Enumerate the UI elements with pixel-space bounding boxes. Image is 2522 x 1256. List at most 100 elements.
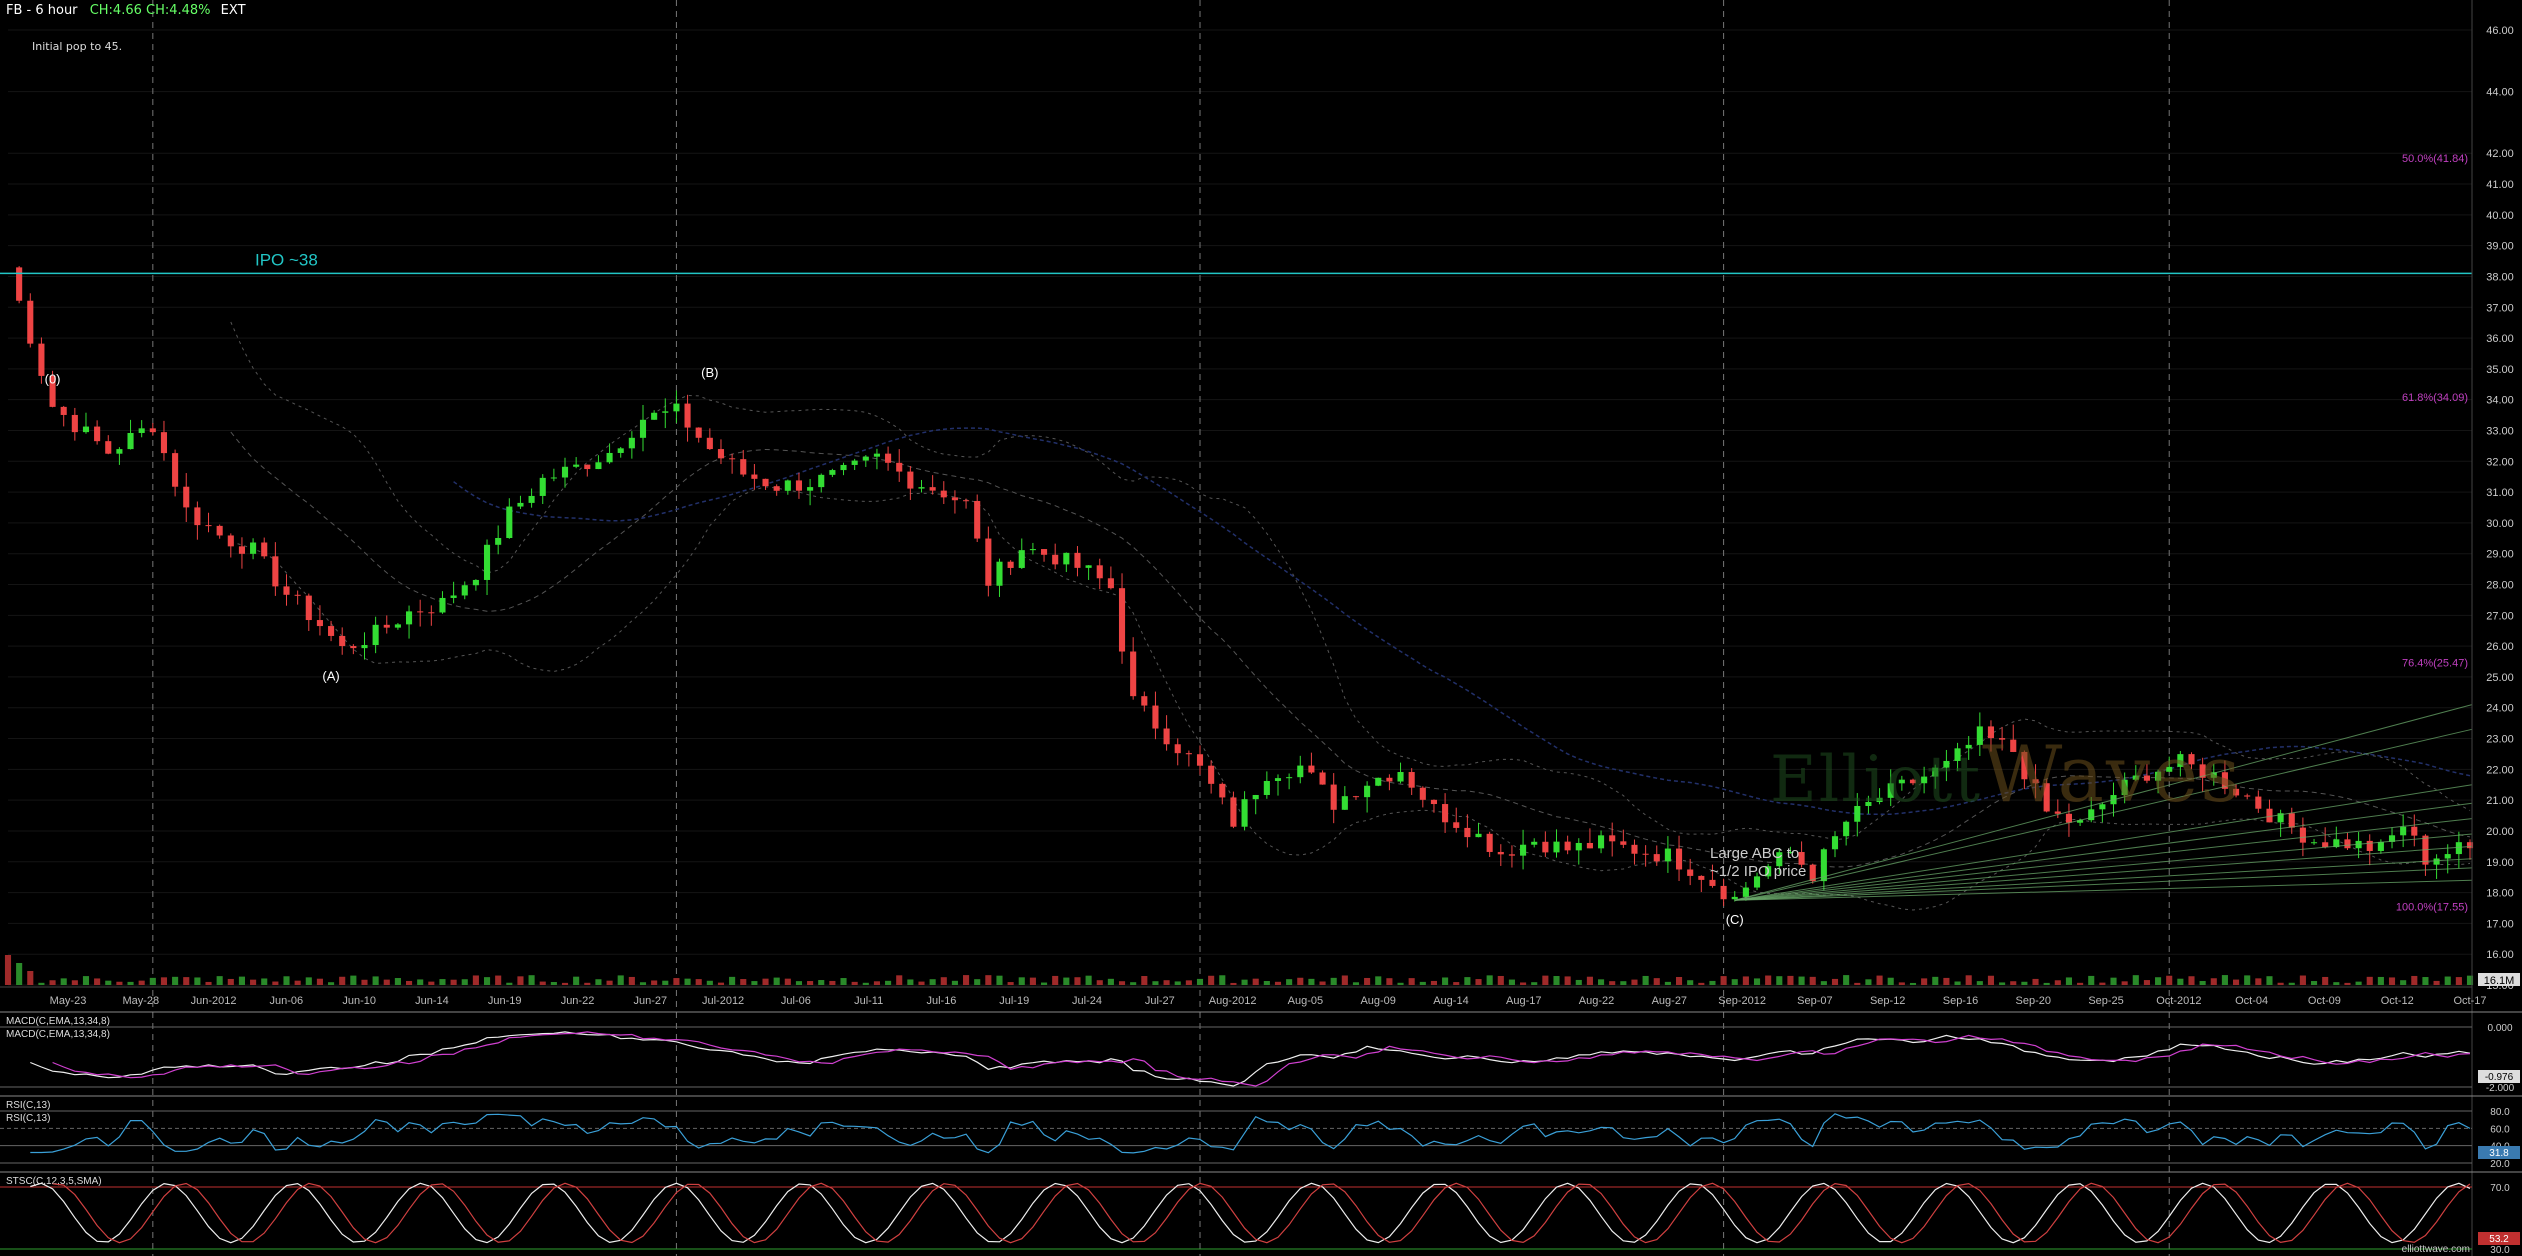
candle [1943,749,1950,782]
candle [227,533,234,558]
indicator-panes: MACD(C,EMA,13,34,8) MACD(C,EMA,13,34,8) 0.… [0,1011,2522,1256]
volume-bar [1286,979,1293,985]
volume-bar [2333,982,2340,985]
indicator-readout [2478,1070,2520,1083]
candle [1520,829,1527,870]
candle [1609,822,1616,857]
candle [1375,777,1382,787]
candle [238,537,245,569]
candle [929,475,936,495]
candle [149,423,156,436]
candle [1397,762,1404,784]
volume-bar [1843,975,1850,985]
candle [1876,788,1883,805]
candle [116,447,123,465]
candle [2010,724,2017,753]
candle-body [350,646,357,649]
volume-bar [1464,977,1471,985]
candle [1820,847,1827,891]
candle-body [1141,696,1148,706]
volume-bar [1364,977,1371,985]
volume-bar [1308,978,1315,985]
volume-bar [483,977,491,985]
volume-bar [740,979,747,985]
volume-bar [1742,976,1749,985]
credit-text: elliottwave.com [2402,1244,2470,1255]
volume-bar [1575,979,1582,985]
volume-bar [1475,979,1482,985]
candle-body [1486,833,1493,852]
date-tick: Aug-22 [1579,995,1614,1007]
volume-bar [684,978,691,985]
date-tick: May-28 [122,995,159,1007]
candle [751,464,758,490]
candle-body [517,502,524,507]
volume-bar [1107,978,1114,985]
volume-bar [1029,977,1036,985]
oscillator-line [30,1113,2471,1154]
candle-body [1163,728,1170,745]
candle [2366,834,2373,866]
volume-bar [795,981,803,985]
candle [773,484,780,496]
candle-body [1508,854,1515,856]
volume-bar [1620,981,1627,985]
volume-bar [1921,978,1928,985]
candle [1475,822,1482,838]
volume-bar [584,982,591,985]
candle-body [2366,840,2373,851]
candle [2411,814,2418,847]
volume-bar [194,977,201,985]
volume-bar [1508,979,1515,985]
candle [250,538,257,560]
candle [1553,829,1560,858]
candle [573,457,580,469]
volume-bar [617,975,624,985]
candle [851,458,858,471]
volume-bar [394,978,401,985]
date-tick: Jul-24 [1072,995,1102,1007]
candle-body [2299,827,2306,843]
candle-body [394,624,401,628]
candle [372,616,379,654]
candle [2377,839,2384,854]
candle-body [717,449,725,459]
date-tick: Jul-06 [781,995,811,1007]
candle [517,495,524,509]
volume-bar [751,981,758,985]
volume-bar [1096,980,1103,985]
volume-bar [1386,978,1393,985]
candle-body [617,448,624,453]
candle [684,394,691,442]
volume-bar [1352,982,1360,985]
candle-body [1542,841,1549,853]
candle [82,412,90,434]
candle [1831,831,1839,858]
date-tick: Aug-2012 [1209,995,1257,1007]
candle [1442,793,1449,833]
candle-body [305,595,312,621]
candle-body [2188,754,2195,765]
candle [1196,745,1204,775]
candle-body [1007,561,1014,568]
volume-bar [82,976,90,985]
volume-bars [4,955,2474,985]
candle-body [49,375,56,407]
volume-bar [138,980,145,985]
candle-body [606,452,613,463]
volume-bar [2244,975,2251,985]
price-tick: 28.00 [2486,580,2514,592]
volume-bar [227,978,234,985]
candle [127,419,134,450]
candle [1709,864,1716,888]
candle-body [907,471,914,489]
volume-bar [851,981,858,985]
candle [1653,845,1660,866]
candle-body [740,459,747,475]
volume-bar [339,976,346,985]
candle-body [974,500,981,539]
volume-bar [1542,975,1549,985]
candle-body [2377,841,2384,851]
candle-body [2166,766,2173,772]
